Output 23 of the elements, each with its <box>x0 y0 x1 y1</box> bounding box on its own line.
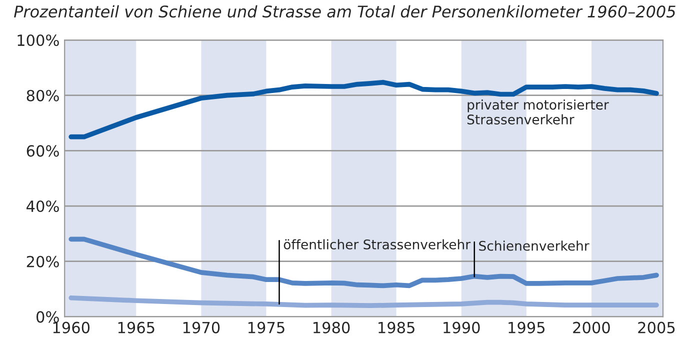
y-tick-label: 100% <box>18 34 59 46</box>
x-tick-label: 1990 <box>444 322 480 334</box>
x-tick-label: 1965 <box>118 322 154 334</box>
y-tick-label: 80% <box>26 90 59 102</box>
x-tick-label: 1980 <box>314 322 350 334</box>
x-tick-label: 2000 <box>573 322 610 334</box>
x-tick-label: 1985 <box>378 322 414 334</box>
line-series <box>68 295 659 308</box>
text: öffentlicher Strassenverkehr <box>284 239 471 250</box>
y-tick-label: 0% <box>36 311 59 323</box>
x-tick-label: 1975 <box>248 322 284 334</box>
line-series <box>68 80 659 140</box>
line-series <box>68 236 659 288</box>
y-tick-label: 60% <box>26 145 59 157</box>
chart-title: Prozentanteil von Schiene und Strasse am Total der Personenkilometer 1960–2005 <box>14 5 676 18</box>
x-tick-label: 2005 <box>638 322 675 334</box>
x-tick-label: 1960 <box>53 322 90 334</box>
x-tick-label: 1970 <box>183 322 220 334</box>
y-tick-label: 40% <box>26 200 59 212</box>
x-tick-label: 1995 <box>508 322 545 334</box>
series-label: privater motorisierter Strassenverkehr <box>467 100 609 124</box>
y-tick-label: 20% <box>26 256 59 268</box>
series-label: Schienenverkehr <box>479 240 590 251</box>
